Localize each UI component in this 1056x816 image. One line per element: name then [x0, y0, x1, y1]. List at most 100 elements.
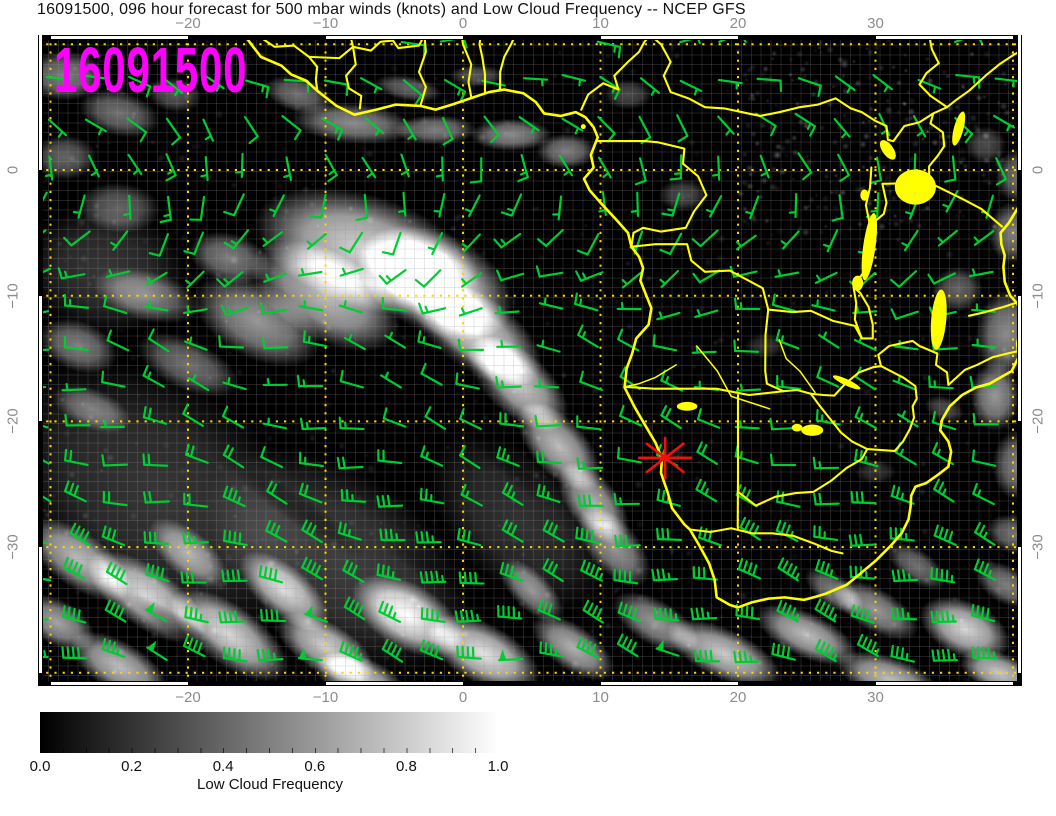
wind-barb	[165, 117, 182, 146]
wind-barb	[61, 646, 88, 660]
wind-barb	[424, 406, 447, 431]
wind-barb	[656, 311, 681, 321]
wind-barb	[147, 328, 170, 353]
wind-barb	[850, 490, 877, 505]
colorbar-tick-label: 0.4	[212, 758, 234, 775]
wind-barb	[343, 333, 367, 351]
wind-barb	[101, 370, 126, 388]
lake	[801, 424, 824, 436]
wind-barb	[575, 270, 604, 282]
wind-barb	[142, 364, 165, 388]
wind-barb	[265, 519, 288, 543]
country-border	[928, 112, 946, 184]
wind-barb	[163, 77, 184, 97]
wind-barb	[102, 490, 128, 507]
wind-barb	[500, 193, 523, 217]
wind-barb	[498, 649, 524, 662]
wind-barb	[931, 410, 957, 431]
wind-barb	[99, 420, 125, 429]
country-border	[877, 339, 1020, 386]
wind-barb	[574, 292, 599, 312]
wind-barb	[814, 271, 838, 284]
wind-barb	[972, 412, 999, 426]
wind-barb	[142, 405, 168, 425]
wind-barb	[856, 633, 880, 658]
wind-barb	[302, 330, 328, 348]
y-axis-tick-label: −10	[1029, 282, 1047, 309]
wind-barb	[577, 324, 599, 349]
country-border	[648, 35, 1022, 143]
country-border	[478, 35, 487, 94]
wind-barb	[262, 417, 288, 430]
wind-barb	[499, 411, 525, 428]
wind-barb	[974, 521, 996, 546]
wind-barb	[459, 407, 482, 430]
wind-barb	[869, 156, 882, 185]
wind-barb	[816, 366, 840, 388]
wind-barb	[304, 605, 329, 623]
x-axis-tick-label: 10	[592, 689, 609, 706]
wind-barb	[659, 269, 680, 289]
wind-barb	[127, 153, 143, 176]
x-axis-tick-label: −10	[312, 689, 339, 706]
wind-barb	[221, 569, 248, 583]
wind-barb	[165, 153, 177, 182]
wind-barb	[580, 559, 603, 582]
wind-barb	[536, 339, 561, 353]
wind-barb	[44, 155, 54, 181]
wind-barb	[968, 268, 994, 278]
wind-barb	[145, 562, 170, 583]
frame-segment	[1018, 35, 1021, 45]
wind-barb	[971, 646, 998, 660]
country-border	[967, 300, 1020, 317]
wind-barb	[912, 115, 927, 138]
wind-barb	[995, 157, 1007, 186]
wind-barb	[200, 155, 209, 182]
wind-barb	[339, 267, 364, 277]
wind-barb	[63, 480, 87, 503]
wind-barb	[301, 556, 324, 581]
wind-barb	[419, 487, 445, 505]
wind-barb	[143, 530, 170, 545]
wind-barb	[890, 644, 916, 663]
y-axis-tick-label: −30	[4, 534, 22, 560]
wind-barb	[376, 563, 402, 581]
wind-barb	[496, 339, 522, 348]
wind-barb	[892, 375, 917, 391]
wind-barb	[126, 117, 148, 143]
wind-barb	[617, 601, 642, 623]
wind-barb	[378, 600, 402, 624]
wind-barb	[694, 309, 719, 319]
colorbar-tick-label: 0.2	[121, 758, 143, 775]
wind-barb	[972, 482, 995, 506]
wind-barb	[931, 648, 959, 662]
wind-barb	[890, 308, 919, 320]
wind-barb	[652, 334, 678, 352]
wind-barb	[661, 192, 681, 217]
wind-barb	[143, 300, 169, 312]
wind-barb	[769, 417, 797, 431]
x-axis-tick-label: 20	[729, 15, 747, 32]
country-border	[623, 385, 812, 397]
country-border	[417, 35, 427, 107]
plot-frame-left	[38, 35, 43, 686]
wind-barb	[890, 607, 918, 621]
wind-barb	[501, 519, 524, 543]
wind-barb	[992, 114, 1016, 132]
wind-barb	[994, 77, 1020, 88]
wind-barb	[218, 610, 246, 624]
wind-barb	[456, 527, 482, 547]
wind-barb	[933, 478, 955, 503]
wind-barb	[499, 561, 524, 582]
wind-barb	[759, 154, 770, 179]
wind-barb	[597, 115, 616, 143]
wind-barb	[64, 413, 91, 427]
lake	[861, 213, 878, 281]
lake	[852, 275, 864, 291]
wind-barb	[218, 334, 245, 349]
map-plot-area	[38, 35, 1022, 686]
wind-barb	[433, 192, 446, 218]
wind-barb	[222, 646, 248, 663]
wind-barb	[756, 77, 783, 93]
wind-barb	[38, 423, 49, 429]
